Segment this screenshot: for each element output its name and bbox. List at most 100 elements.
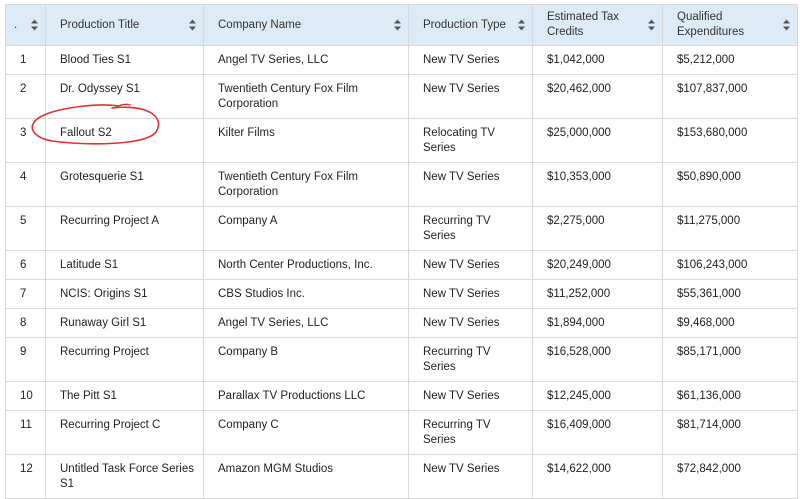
row-index: 11 <box>5 410 46 455</box>
qualified-expenditures-cell: $72,842,000 <box>662 454 798 499</box>
header-index[interactable]: . <box>5 4 46 46</box>
table-row: 12 Untitled Task Force Series S1 Amazon MG… <box>5 454 798 499</box>
header-label: Estimated Tax Credits <box>547 11 620 38</box>
row-index: 8 <box>5 308 46 338</box>
table-row: 3 Fallout S2 Kilter Films Relocating TV Ser… <box>5 118 798 163</box>
production-type-cell: New TV Series <box>408 250 533 280</box>
table-row: 5 Recurring Project A Company A Recurring T… <box>5 206 798 251</box>
header-estimated-tax-credits[interactable]: Estimated Tax Credits <box>532 4 663 46</box>
row-index: 4 <box>5 162 46 207</box>
row-index: 2 <box>5 74 46 119</box>
estimated-tax-credits-cell: $1,042,000 <box>532 45 663 75</box>
company-name-cell: Twentieth Century Fox Film Corporation <box>203 162 409 207</box>
table-row: 10 The Pitt S1 Parallax TV Productions LLC… <box>5 381 798 411</box>
company-name-cell: Kilter Films <box>203 118 409 163</box>
qualified-expenditures-cell: $11,275,000 <box>662 206 798 251</box>
production-title-cell: Fallout S2 <box>45 118 204 163</box>
company-name-cell: Twentieth Century Fox Film Corporation <box>203 74 409 119</box>
company-name-cell: CBS Studios Inc. <box>203 279 409 309</box>
estimated-tax-credits-cell: $1,894,000 <box>532 308 663 338</box>
row-index: 1 <box>5 45 46 75</box>
header-production-type[interactable]: Production Type <box>408 4 533 46</box>
header-label: Production Title <box>60 18 140 31</box>
production-title-cell: The Pitt S1 <box>45 381 204 411</box>
company-name-cell: Company C <box>203 410 409 455</box>
estimated-tax-credits-cell: $25,000,000 <box>532 118 663 163</box>
production-type-cell: Recurring TV Series <box>408 337 533 382</box>
table-row: 9 Recurring Project Company B Recurring TV … <box>5 337 798 382</box>
header-production-title[interactable]: Production Title <box>45 4 204 46</box>
header-label: . <box>14 18 18 31</box>
table-header-row: . Production Title Company Name Production … <box>5 4 798 46</box>
estimated-tax-credits-cell: $16,528,000 <box>532 337 663 382</box>
sort-up-down-icon[interactable] <box>648 19 655 31</box>
production-title-cell: NCIS: Origins S1 <box>45 279 204 309</box>
qualified-expenditures-cell: $9,468,000 <box>662 308 798 338</box>
production-title-cell: Grotesquerie S1 <box>45 162 204 207</box>
production-type-cell: Recurring TV Series <box>408 206 533 251</box>
production-title-cell: Recurring Project C <box>45 410 204 455</box>
sort-up-down-icon[interactable] <box>783 19 790 31</box>
estimated-tax-credits-cell: $20,462,000 <box>532 74 663 119</box>
estimated-tax-credits-cell: $2,275,000 <box>532 206 663 251</box>
qualified-expenditures-cell: $55,361,000 <box>662 279 798 309</box>
production-title-cell: Latitude S1 <box>45 250 204 280</box>
company-name-cell: North Center Productions, Inc. <box>203 250 409 280</box>
sort-up-down-icon[interactable] <box>189 19 196 31</box>
company-name-cell: Amazon MGM Studios <box>203 454 409 499</box>
header-label: Production Type <box>423 18 506 31</box>
table-row: 8 Runaway Girl S1 Angel TV Series, LLC New … <box>5 308 798 338</box>
qualified-expenditures-cell: $153,680,000 <box>662 118 798 163</box>
production-type-cell: New TV Series <box>408 45 533 75</box>
estimated-tax-credits-cell: $12,245,000 <box>532 381 663 411</box>
company-name-cell: Angel TV Series, LLC <box>203 45 409 75</box>
estimated-tax-credits-cell: $11,252,000 <box>532 279 663 309</box>
company-name-cell: Company A <box>203 206 409 251</box>
row-index: 6 <box>5 250 46 280</box>
header-label: Qualified Expenditures <box>677 11 745 38</box>
qualified-expenditures-cell: $50,890,000 <box>662 162 798 207</box>
header-qualified-expenditures[interactable]: Qualified Expenditures <box>662 4 798 46</box>
table-row: 2 Dr. Odyssey S1 Twentieth Century Fox Fil… <box>5 74 798 119</box>
row-index: 9 <box>5 337 46 382</box>
sort-up-down-icon[interactable] <box>31 19 38 31</box>
estimated-tax-credits-cell: $20,249,000 <box>532 250 663 280</box>
table-body: 1 Blood Ties S1 Angel TV Series, LLC New TV… <box>5 45 798 499</box>
row-index: 5 <box>5 206 46 251</box>
header-company-name[interactable]: Company Name <box>203 4 409 46</box>
production-title-cell: Untitled Task Force Series S1 <box>45 454 204 499</box>
production-type-cell: New TV Series <box>408 308 533 338</box>
row-index: 12 <box>5 454 46 499</box>
estimated-tax-credits-cell: $14,622,000 <box>532 454 663 499</box>
qualified-expenditures-cell: $81,714,000 <box>662 410 798 455</box>
productions-table: . Production Title Company Name Production … <box>5 4 798 499</box>
table-row: 6 Latitude S1 North Center Productions, In… <box>5 250 798 280</box>
estimated-tax-credits-cell: $16,409,000 <box>532 410 663 455</box>
production-title-cell: Recurring Project A <box>45 206 204 251</box>
company-name-cell: Parallax TV Productions LLC <box>203 381 409 411</box>
qualified-expenditures-cell: $85,171,000 <box>662 337 798 382</box>
table-row: 4 Grotesquerie S1 Twentieth Century Fox Fi… <box>5 162 798 207</box>
productions-table-container: . Production Title Company Name Production … <box>5 4 798 499</box>
table-row: 11 Recurring Project C Company C Recurring … <box>5 410 798 455</box>
sort-up-down-icon[interactable] <box>394 19 401 31</box>
production-type-cell: Relocating TV Series <box>408 118 533 163</box>
production-title-cell: Recurring Project <box>45 337 204 382</box>
row-index: 3 <box>5 118 46 163</box>
sort-up-down-icon[interactable] <box>518 19 525 31</box>
table-row: 1 Blood Ties S1 Angel TV Series, LLC New TV… <box>5 45 798 75</box>
estimated-tax-credits-cell: $10,353,000 <box>532 162 663 207</box>
production-type-cell: New TV Series <box>408 279 533 309</box>
row-index: 7 <box>5 279 46 309</box>
qualified-expenditures-cell: $61,136,000 <box>662 381 798 411</box>
production-type-cell: New TV Series <box>408 74 533 119</box>
qualified-expenditures-cell: $107,837,000 <box>662 74 798 119</box>
row-index: 10 <box>5 381 46 411</box>
production-type-cell: New TV Series <box>408 454 533 499</box>
production-title-cell: Dr. Odyssey S1 <box>45 74 204 119</box>
production-title-cell: Runaway Girl S1 <box>45 308 204 338</box>
production-type-cell: Recurring TV Series <box>408 410 533 455</box>
table-row: 7 NCIS: Origins S1 CBS Studios Inc. New TV … <box>5 279 798 309</box>
production-type-cell: New TV Series <box>408 162 533 207</box>
company-name-cell: Company B <box>203 337 409 382</box>
